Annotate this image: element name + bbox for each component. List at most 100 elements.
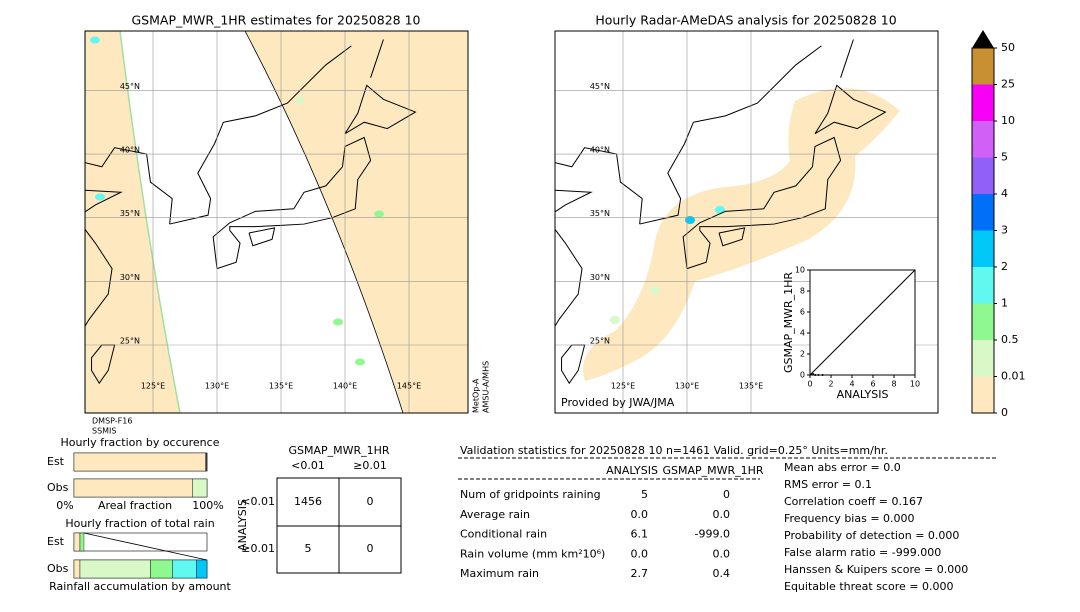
map-body xyxy=(85,31,468,413)
stat-value: 5 xyxy=(641,488,648,501)
colorbar-label: 0.01 xyxy=(1001,370,1026,383)
colorbar-label: 3 xyxy=(1001,224,1008,237)
y-tick-label: 2 xyxy=(800,350,805,359)
score: Frequency bias = 0.000 xyxy=(784,512,915,525)
y-tick-label: 8 xyxy=(800,287,805,296)
stat-label: Rain volume (mm km²10⁶) xyxy=(460,547,605,560)
scatter-point xyxy=(812,372,815,375)
x-tick-label: 8 xyxy=(891,380,896,389)
lat-label: 45°N xyxy=(120,82,140,91)
colorbar-segment xyxy=(972,48,994,85)
coastline xyxy=(248,227,276,247)
map-body xyxy=(555,31,938,413)
x-tick-label: 10 xyxy=(910,380,920,389)
row-label: Est xyxy=(47,455,65,468)
bar-segment xyxy=(196,559,208,579)
stat-value: 0.0 xyxy=(631,547,649,560)
colorbar-segment xyxy=(972,194,994,231)
bar-segment xyxy=(150,559,173,579)
coastline xyxy=(85,147,173,328)
y-tick-label: 4 xyxy=(800,329,805,338)
rain-patch xyxy=(355,358,365,366)
column-label: <0.01 xyxy=(291,459,325,472)
bar-segment xyxy=(172,559,197,579)
coastline xyxy=(840,39,854,78)
colorbar-label: 10 xyxy=(1001,114,1015,127)
map-panel: 45°N 40°N 35°N 30°N 25°N 125°E 130°E 135°E 140°E… xyxy=(84,30,469,414)
chart-footer: Rainfall accumulation by amount xyxy=(49,580,231,593)
lat-label: 25°N xyxy=(120,337,140,346)
lat-label: 40°N xyxy=(590,146,610,155)
column-label: GSMAP_MWR_1HR xyxy=(662,464,763,477)
coastline xyxy=(169,122,224,225)
lon-label: 135°E xyxy=(739,382,763,391)
scatter-point xyxy=(814,374,817,376)
colorbar-label: 0 xyxy=(1001,406,1008,419)
colorbar-segment xyxy=(972,121,994,158)
swath-right xyxy=(244,31,468,413)
score: Equitable threat score = 0.000 xyxy=(784,580,953,593)
lon-label: 140°E xyxy=(333,382,357,391)
stat-label: Maximum rain xyxy=(460,567,539,580)
swath-left xyxy=(85,31,181,413)
colorbar-label: 50 xyxy=(1001,41,1015,54)
colorbar-segment xyxy=(972,84,994,121)
table-cell: 0 xyxy=(367,542,374,555)
column-label: ANALYSIS xyxy=(606,464,658,477)
x-tick-label: 6 xyxy=(870,380,875,389)
x-tick-label: 4 xyxy=(849,380,854,389)
bar-segment xyxy=(73,452,206,472)
x-tick-label: 0 xyxy=(807,380,812,389)
row-label: Obs xyxy=(47,562,69,575)
left-map-title: GSMAP_MWR_1HR estimates for 20250828 10 xyxy=(132,13,421,28)
lat-label: 25°N xyxy=(590,337,610,346)
lon-label: 130°E xyxy=(205,382,229,391)
coastline xyxy=(370,39,384,78)
colorbar-label: 4 xyxy=(1001,187,1008,200)
axis-label: 100% xyxy=(192,499,223,512)
lon-label: 130°E xyxy=(675,382,699,391)
rain-patch xyxy=(374,210,384,218)
chart-title: Hourly fraction by occurence xyxy=(61,436,220,449)
colorbar-segment xyxy=(972,340,994,377)
colorbar-segment xyxy=(972,230,994,267)
bar-segment xyxy=(79,559,151,579)
radar-coverage xyxy=(583,88,900,381)
scatter-point xyxy=(810,373,813,376)
bar-segment xyxy=(205,452,208,472)
coastline xyxy=(344,84,417,135)
sensor-label: AMSU-A/MHS xyxy=(482,361,491,413)
lon-label: 125°E xyxy=(611,382,635,391)
score: RMS error = 0.1 xyxy=(784,478,872,491)
lat-label: 30°N xyxy=(120,273,140,282)
row-label: <0.01 xyxy=(241,495,275,508)
colorbar-segment xyxy=(972,303,994,340)
bar-segment xyxy=(192,478,208,498)
sensor-label: DMSP-F16 xyxy=(92,417,132,426)
right-map-title: Hourly Radar-AMeDAS analysis for 2025082… xyxy=(595,13,896,28)
map-frame xyxy=(554,30,939,414)
sensor-label: SSMIS xyxy=(92,427,117,436)
rain-patch xyxy=(610,316,620,324)
bar-frame xyxy=(73,532,208,552)
colorbar-label: 0.5 xyxy=(1001,333,1019,346)
scatter-point xyxy=(821,374,824,376)
bar-segment xyxy=(73,559,81,579)
table-cell: 1456 xyxy=(294,495,322,508)
rain-patch xyxy=(650,286,660,294)
map-frame xyxy=(84,30,469,414)
axis-label: Areal fraction xyxy=(98,499,172,512)
stat-value: 0.0 xyxy=(631,508,649,521)
colorbar-label: 25 xyxy=(1001,78,1015,91)
lat-label: 35°N xyxy=(590,209,610,218)
row-label: Est xyxy=(47,535,65,548)
stat-value: -999.0 xyxy=(695,528,730,541)
bar-segment xyxy=(79,532,85,552)
side-label: ANALYSIS xyxy=(236,499,249,551)
chart-title: Hourly fraction of total rain xyxy=(65,517,214,530)
colorbar-label: 5 xyxy=(1001,151,1008,164)
coastline xyxy=(639,122,694,225)
axis-label: 0% xyxy=(56,499,73,512)
coastline xyxy=(212,136,372,270)
